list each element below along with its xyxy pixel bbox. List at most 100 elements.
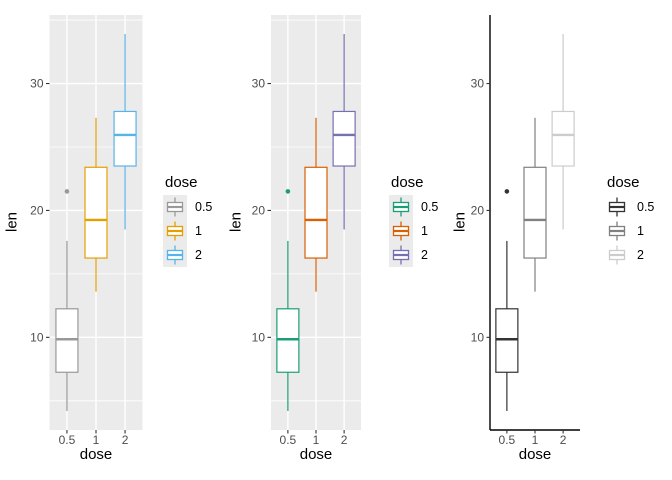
legend-title: dose	[607, 174, 640, 191]
x-tick-label: 1	[313, 433, 320, 447]
subplot-grey-palette: 10 20 30 0.5 1 2 len dose dose 0.5 1 2	[448, 0, 672, 480]
box-dose-1	[84, 117, 108, 292]
legend-label: 2	[637, 248, 644, 262]
x-tick-label: 0.5	[59, 433, 76, 447]
boxplot-glyph-icon	[392, 197, 410, 217]
legend-label: 0.5	[637, 200, 655, 214]
y-tick-label: 20	[252, 203, 266, 217]
box-dose-0.5	[55, 189, 79, 411]
boxplot-glyph-icon	[392, 221, 410, 241]
subplot-manual-palette: 10 20 30 0.5 1 2 len dose dose 0.5 1 2	[0, 0, 224, 480]
legend-entry: 0.5	[389, 195, 438, 219]
legend-entry: 2	[163, 243, 212, 267]
y-tick-label: 10	[30, 330, 44, 344]
x-tick-label: 2	[341, 433, 348, 447]
x-tick-label: 0.5	[499, 433, 516, 447]
boxplot-canvas-dark2: 10 20 30 0.5 1 2	[252, 15, 361, 447]
legend-key	[163, 243, 187, 267]
iqr-box	[84, 166, 108, 259]
y-tick-label: 30	[471, 77, 485, 91]
legend-key	[605, 243, 629, 267]
box-dose-0.5	[495, 189, 519, 411]
boxplot-glyph-icon	[608, 245, 626, 265]
x-tick-label: 1	[93, 433, 100, 447]
legend-entry: 1	[389, 219, 438, 243]
iqr-box	[304, 166, 328, 259]
iqr-box	[495, 308, 519, 373]
legend: dose 0.5 1 2	[163, 174, 212, 267]
y-tick-label: 30	[30, 77, 44, 91]
boxplot-glyph-icon	[166, 245, 184, 265]
legend-key	[163, 219, 187, 243]
box-dose-2	[551, 34, 575, 230]
x-axis-title: dose	[518, 446, 552, 463]
legend-entry: 0.5	[163, 195, 212, 219]
x-tick-label: 2	[560, 433, 567, 447]
y-axis-title: len	[451, 211, 469, 233]
legend-entry: 2	[389, 243, 438, 267]
boxplot-glyph-icon	[608, 197, 626, 217]
legend: dose 0.5 1 2	[389, 174, 438, 267]
x-tick-label: 2	[122, 433, 129, 447]
boxplot-glyph-icon	[166, 197, 184, 217]
y-axis-title: len	[227, 211, 245, 233]
outlier-point	[285, 189, 291, 194]
subplot-dark2-palette: 10 20 30 0.5 1 2 len dose dose 0.5 1 2	[224, 0, 448, 480]
y-tick-label: 10	[471, 330, 485, 344]
legend-key	[163, 195, 187, 219]
boxplot-glyph-icon	[608, 221, 626, 241]
iqr-box	[523, 166, 547, 259]
tick-labels: 10 20 30 0.5 1 2	[252, 77, 348, 447]
legend-label: 2	[421, 248, 428, 262]
legend-label: 0.5	[195, 200, 213, 214]
box-dose-1	[523, 117, 547, 292]
x-axis-title: dose	[299, 446, 333, 463]
box-dose-1	[304, 117, 328, 292]
legend-entry: 2	[605, 243, 654, 267]
legend-key	[605, 195, 629, 219]
boxplot-glyph-icon	[166, 221, 184, 241]
y-axis-title: len	[3, 211, 21, 233]
box-dose-2	[332, 34, 356, 230]
y-tick-label: 20	[471, 203, 485, 217]
tick-labels: 10 20 30 0.5 1 2	[30, 77, 129, 447]
legend-label: 0.5	[421, 200, 439, 214]
y-tick-label: 20	[30, 203, 44, 217]
iqr-box	[332, 110, 356, 167]
legend-entry: 1	[163, 219, 212, 243]
legend-entry: 0.5	[605, 195, 654, 219]
legend-label: 1	[637, 224, 644, 238]
boxplot-canvas-grey: 10 20 30 0.5 1 2	[471, 15, 580, 447]
legend-entry: 1	[605, 219, 654, 243]
iqr-box	[551, 110, 575, 167]
x-tick-label: 1	[532, 433, 539, 447]
legend-key	[389, 219, 413, 243]
outlier-point	[64, 189, 70, 194]
tick-labels: 10 20 30 0.5 1 2	[471, 77, 567, 447]
legend-title: dose	[165, 174, 198, 191]
boxplot-canvas-manual: 10 20 30 0.5 1 2	[30, 15, 143, 447]
y-tick-label: 10	[252, 330, 266, 344]
legend-title: dose	[391, 174, 424, 191]
outlier-point	[504, 189, 510, 194]
legend-label: 1	[421, 224, 428, 238]
iqr-box	[55, 308, 79, 373]
iqr-box	[113, 110, 137, 167]
legend: dose 0.5 1 2	[605, 174, 654, 267]
y-tick-label: 30	[252, 77, 266, 91]
tick-marks	[486, 82, 564, 434]
boxplot-glyph-icon	[392, 245, 410, 265]
x-axis-title: dose	[79, 446, 113, 463]
tick-marks	[46, 82, 126, 434]
tick-marks	[267, 82, 345, 434]
legend-label: 1	[195, 224, 202, 238]
x-tick-label: 0.5	[280, 433, 297, 447]
legend-key	[389, 195, 413, 219]
box-dose-0.5	[276, 189, 300, 411]
box-dose-2	[113, 34, 137, 230]
legend-label: 2	[195, 248, 202, 262]
legend-key	[389, 243, 413, 267]
legend-key	[605, 219, 629, 243]
iqr-box	[276, 308, 300, 373]
